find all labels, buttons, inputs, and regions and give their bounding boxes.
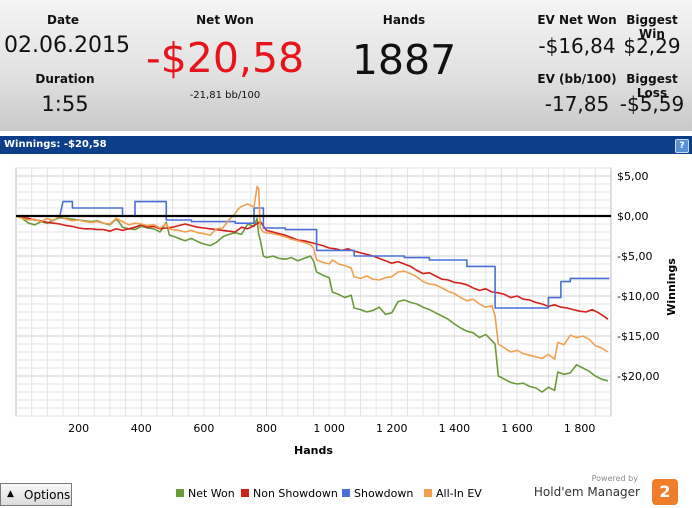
y-axis-title: Winnings — [665, 258, 678, 316]
biggest-loss-label: Biggest Loss — [626, 72, 678, 100]
duration-label: Duration — [35, 72, 95, 86]
x-tick-label: 600 — [193, 422, 214, 435]
x-tick-label: 1 600 — [501, 422, 533, 435]
y-tick-label: -$5,00 — [617, 250, 652, 263]
x-tick-label: 400 — [131, 422, 152, 435]
chart-legend: Net Won Non Showdown Showdown All-In EV — [0, 487, 692, 503]
net-won-bb: -21,81 bb/100 — [189, 90, 261, 101]
ev-net-won-label: EV Net Won — [537, 13, 617, 27]
y-tick-label: $5,00 — [617, 170, 649, 183]
brand-logo-icon: 2 — [652, 479, 678, 505]
chart-area: 200 400 600 800 1 000 1 200 1 400 1 600 1 800 $5,… — [0, 154, 692, 482]
y-tick-label: $0,00 — [617, 210, 649, 223]
biggest-win-value: $2,29 — [623, 34, 681, 58]
x-axis-title: Hands — [294, 444, 333, 457]
stats-header: Date 02.06.2015 Duration 1:55 Net Won -$… — [0, 0, 692, 131]
legend-swatch — [424, 489, 432, 497]
branding: Powered by Hold'em Manager 2 — [534, 474, 678, 508]
legend-label: All-In EV — [436, 487, 482, 500]
series-line-all-in-ev — [15, 185, 609, 360]
x-tick-label: 200 — [68, 422, 89, 435]
ev-bb-value: -17,85 — [544, 92, 610, 116]
legend-label: Non Showdown — [253, 487, 338, 500]
y-tick-label: -$10,00 — [617, 290, 659, 303]
x-tick-label: 800 — [256, 422, 277, 435]
help-icon[interactable]: ? — [675, 139, 689, 153]
x-tick-label: 1 400 — [439, 422, 471, 435]
net-won-label: Net Won — [196, 13, 254, 27]
legend-item: Non Showdown — [241, 487, 338, 500]
powered-by-text: Powered by — [591, 474, 638, 483]
biggest-loss-value: -$5,59 — [619, 92, 685, 116]
legend-item: Net Won — [176, 487, 235, 500]
legend-swatch — [342, 489, 350, 497]
legend-item: All-In EV — [424, 487, 482, 500]
legend-label: Showdown — [354, 487, 414, 500]
date-value: 02.06.2015 — [4, 33, 130, 58]
x-tick-label: 1 800 — [564, 422, 596, 435]
options-button[interactable]: ▲ Options — [0, 483, 72, 506]
hands-value: 1887 — [351, 36, 457, 84]
legend-swatch — [241, 489, 249, 497]
date-label: Date — [47, 13, 79, 27]
triangle-up-icon: ▲ — [7, 489, 14, 499]
biggest-win-label: Biggest Win — [626, 13, 678, 41]
series-line-net-won — [15, 215, 609, 393]
series-line-non-showdown — [15, 215, 609, 320]
net-won-value: -$20,58 — [145, 34, 305, 82]
options-button-label: Options — [24, 488, 71, 502]
hands-label: Hands — [382, 13, 426, 27]
chart-title-bar: Winnings: -$20,58 ? — [0, 136, 692, 154]
chart-title: Winnings: -$20,58 — [4, 139, 107, 150]
duration-value: 1:55 — [41, 92, 89, 116]
y-tick-label: -$15,00 — [617, 330, 659, 343]
brand-name: Hold'em Manager — [533, 485, 640, 499]
ev-bb-label: EV (bb/100) — [537, 72, 617, 86]
legend-swatch — [176, 489, 184, 497]
x-tick-label: 1 000 — [313, 422, 345, 435]
winnings-chart: 200 400 600 800 1 000 1 200 1 400 1 600 1 800 $5,… — [15, 167, 678, 457]
legend-label: Net Won — [188, 487, 235, 500]
y-tick-label: -$20,00 — [617, 370, 659, 383]
x-tick-label: 1 200 — [376, 422, 408, 435]
legend-item: Showdown — [342, 487, 413, 500]
ev-net-won-value: -$16,84 — [538, 34, 616, 58]
